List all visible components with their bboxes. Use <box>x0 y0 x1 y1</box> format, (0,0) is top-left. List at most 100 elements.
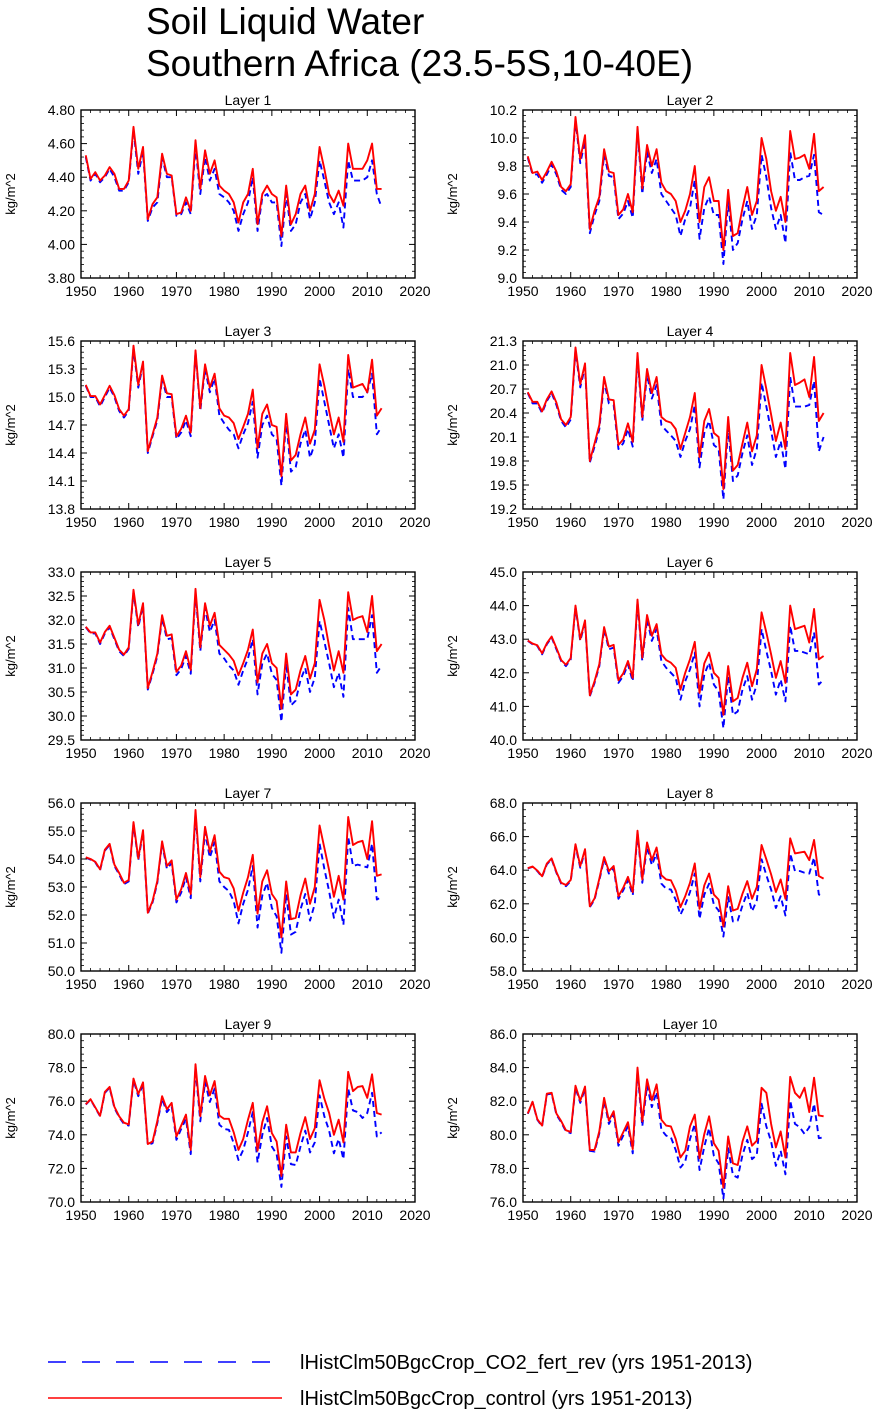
panel-title: Layer 8 <box>667 785 714 801</box>
x-tick-label: 2020 <box>841 745 872 761</box>
x-tick-label: 1990 <box>698 283 729 299</box>
x-tick-label: 2020 <box>399 976 430 992</box>
x-tick-label: 2000 <box>304 283 335 299</box>
x-tick-label: 1960 <box>555 514 586 530</box>
x-tick-label: 1970 <box>161 1207 192 1223</box>
y-axis-label: kg/m^2 <box>3 1097 18 1139</box>
y-tick-label: 68.0 <box>490 795 517 811</box>
y-tick-label: 53.0 <box>48 879 75 895</box>
y-tick-label: 20.4 <box>490 405 517 421</box>
y-tick-label: 80.0 <box>48 1026 75 1042</box>
y-tick-label: 14.7 <box>48 417 75 433</box>
x-tick-label: 1990 <box>698 514 729 530</box>
y-tick-label: 62.0 <box>490 896 517 912</box>
panel-title: Layer 4 <box>667 323 714 339</box>
x-tick-label: 1970 <box>603 1207 634 1223</box>
y-tick-label: 78.0 <box>48 1060 75 1076</box>
y-tick-label: 15.6 <box>48 333 75 349</box>
x-tick-label: 1990 <box>698 1207 729 1223</box>
series-line-control <box>85 587 383 710</box>
x-tick-label: 1960 <box>113 514 144 530</box>
x-tick-label: 1990 <box>256 745 287 761</box>
x-tick-label: 1970 <box>161 514 192 530</box>
y-tick-label: 54.0 <box>48 851 75 867</box>
series-line-control <box>85 1063 382 1177</box>
y-tick-label: 4.60 <box>48 136 75 152</box>
series-line-control <box>527 829 825 928</box>
x-tick-label: 1960 <box>113 1207 144 1223</box>
x-tick-label: 2010 <box>794 283 825 299</box>
x-tick-label: 2000 <box>304 514 335 530</box>
series-line-co2-fert-rev <box>84 347 383 487</box>
x-tick-label: 2020 <box>399 1207 430 1223</box>
x-tick-label: 1970 <box>161 283 192 299</box>
x-tick-label: 1980 <box>209 745 240 761</box>
x-tick-label: 1950 <box>65 1207 96 1223</box>
y-tick-label: 15.3 <box>48 361 75 377</box>
y-tick-label: 32.0 <box>48 612 75 628</box>
y-axis-label: kg/m^2 <box>3 404 18 446</box>
y-tick-label: 9.4 <box>498 214 518 230</box>
x-tick-label: 1970 <box>161 745 192 761</box>
x-tick-label: 2010 <box>794 514 825 530</box>
y-tick-label: 9.2 <box>498 242 518 258</box>
y-axis-label: kg/m^2 <box>3 173 18 215</box>
x-tick-label: 2020 <box>841 283 872 299</box>
series-line-control <box>527 598 825 716</box>
x-tick-label: 1980 <box>209 976 240 992</box>
y-tick-label: 19.5 <box>490 477 517 493</box>
x-tick-label: 2020 <box>399 283 430 299</box>
x-tick-label: 2010 <box>352 1207 383 1223</box>
y-tick-label: 31.5 <box>48 636 75 652</box>
y-tick-label: 64.0 <box>490 862 517 878</box>
x-tick-label: 1950 <box>65 976 96 992</box>
x-tick-label: 1960 <box>113 283 144 299</box>
series-line-control <box>526 116 825 251</box>
chart-panel-layer-9: Layer 9 kg/m^2 1950 1960 1970 1980 1990 2000 201… <box>3 1016 431 1223</box>
y-axis-label: kg/m^2 <box>445 1097 460 1139</box>
x-tick-label: 1950 <box>65 514 96 530</box>
y-tick-label: 41.0 <box>490 698 517 714</box>
y-tick-label: 9.0 <box>498 270 518 286</box>
y-tick-label: 19.8 <box>490 453 517 469</box>
legend-label-control: lHistClm50BgcCrop_control (yrs 1951-2013… <box>300 1388 692 1410</box>
y-tick-label: 10.2 <box>490 102 517 118</box>
y-tick-label: 4.20 <box>48 203 75 219</box>
x-tick-label: 2010 <box>794 1207 825 1223</box>
x-tick-label: 1990 <box>256 976 287 992</box>
x-tick-label: 1980 <box>209 283 240 299</box>
y-tick-label: 13.8 <box>48 501 75 517</box>
x-tick-label: 1980 <box>651 976 682 992</box>
y-tick-label: 58.0 <box>490 963 517 979</box>
x-tick-label: 1980 <box>651 1207 682 1223</box>
y-tick-label: 80.0 <box>490 1127 517 1143</box>
x-tick-label: 1990 <box>256 283 287 299</box>
x-tick-label: 1970 <box>603 514 634 530</box>
x-tick-label: 1960 <box>555 283 586 299</box>
panel-title: Layer 2 <box>667 92 714 108</box>
chart-panel-layer-10: Layer 10 kg/m^2 1950 1960 1970 1980 1990 2000 20… <box>445 1016 873 1223</box>
x-tick-label: 1950 <box>507 514 538 530</box>
series-line-control <box>526 1066 824 1189</box>
x-tick-label: 2000 <box>746 976 777 992</box>
panel-title: Layer 5 <box>225 554 272 570</box>
y-tick-label: 86.0 <box>490 1026 517 1042</box>
y-tick-label: 19.2 <box>490 501 517 517</box>
y-axis-label: kg/m^2 <box>445 866 460 908</box>
panel-title: Layer 10 <box>663 1016 718 1032</box>
series-line-control <box>85 809 382 939</box>
chart-panel-layer-5: Layer 5 kg/m^2 1950 1960 1970 1980 1990 2000 201… <box>3 554 431 761</box>
x-tick-label: 1950 <box>507 283 538 299</box>
y-tick-label: 78.0 <box>490 1160 517 1176</box>
y-tick-label: 31.0 <box>48 660 75 676</box>
y-tick-label: 43.0 <box>490 631 517 647</box>
y-tick-label: 30.5 <box>48 684 75 700</box>
y-tick-label: 76.0 <box>48 1093 75 1109</box>
x-tick-label: 1950 <box>65 283 96 299</box>
series-line-control <box>84 344 383 478</box>
y-tick-label: 9.8 <box>498 158 518 174</box>
panel-title: Layer 3 <box>225 323 272 339</box>
y-tick-label: 70.0 <box>48 1194 75 1210</box>
x-tick-label: 1980 <box>651 283 682 299</box>
